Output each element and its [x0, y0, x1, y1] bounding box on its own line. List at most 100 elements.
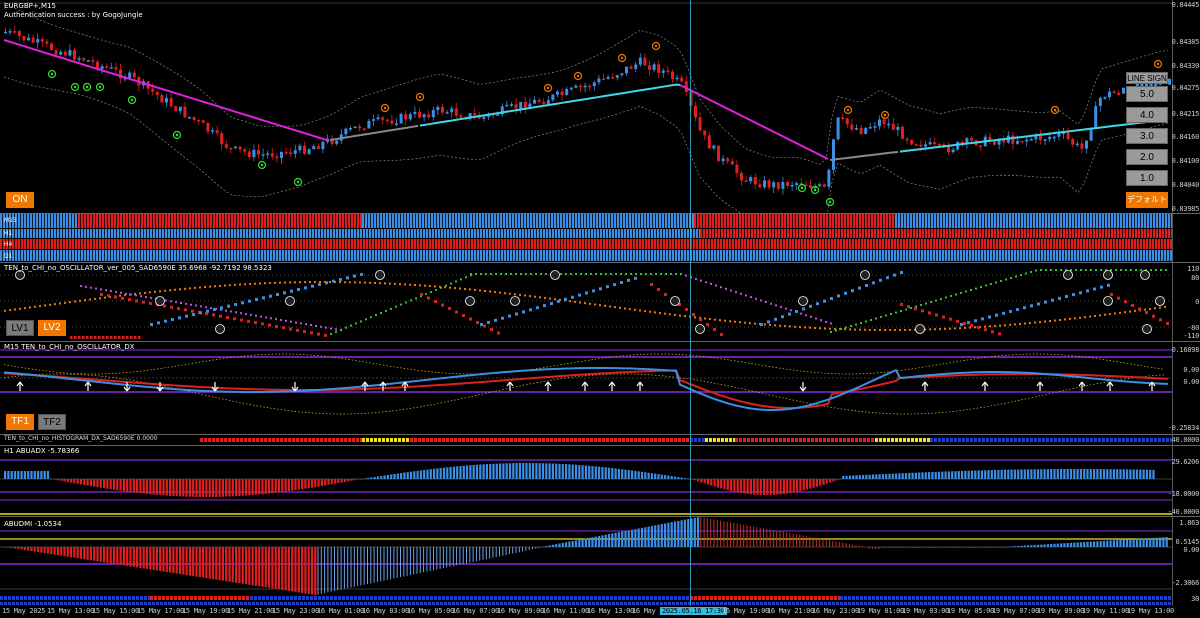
mtf-bar-tick	[171, 214, 174, 228]
adx-histogram-bar	[211, 479, 215, 497]
mtf-bar-tick	[804, 239, 807, 249]
candle-body	[307, 149, 311, 154]
dmi-bottom-tick	[810, 596, 813, 600]
candle-body	[629, 66, 633, 69]
lv2-button[interactable]: LV2	[38, 320, 66, 336]
mtf-bar-tick	[984, 239, 987, 249]
mtf-bar-tick	[318, 229, 321, 238]
mtf-bar-tick	[165, 239, 168, 249]
mtf-bar-tick	[9, 229, 12, 238]
adx-histogram-bar	[159, 479, 162, 496]
osc1-slow-dot	[1034, 321, 1036, 324]
mtf-bar-tick	[801, 239, 804, 249]
osc1-base-tick	[106, 336, 109, 339]
mtf-bar-tick	[371, 214, 374, 228]
osc1-slow-dot	[154, 290, 156, 293]
tf2-button[interactable]: TF2	[38, 414, 66, 430]
dmi-histogram-bar	[875, 547, 877, 549]
histogram-strip-tick	[236, 438, 239, 442]
osc1-fast-dot	[613, 283, 616, 287]
mtf-bar-tick	[39, 229, 42, 238]
dmi-bottom-tick	[204, 602, 207, 605]
dmi-bottom-tick	[992, 596, 995, 600]
mtf-bar-tick	[697, 214, 700, 228]
candle-body	[827, 169, 831, 187]
moving-average-line	[829, 150, 899, 161]
histogram-strip-tick	[950, 438, 953, 442]
mtf-bar-tick	[726, 239, 729, 249]
osc1-slow-dot	[444, 286, 446, 289]
candle-body	[717, 145, 720, 162]
line-sign-button-4[interactable]: 4.0	[1126, 107, 1168, 123]
mtf-bar-tick	[566, 214, 569, 228]
adx-histogram-bar	[987, 470, 990, 479]
lv1-button[interactable]: LV1	[6, 320, 34, 336]
adx-histogram-bar	[825, 479, 828, 484]
mtf-bar-tick	[21, 239, 24, 249]
mtf-bar-tick	[681, 229, 684, 238]
mtf-bar-tick	[117, 229, 120, 238]
dmi-histogram-bar	[868, 547, 870, 549]
abuadx-pane[interactable]: H1 ABUADX -5.78366	[0, 446, 1172, 516]
abudmi-pane[interactable]: ABUDMI -1.0534	[0, 517, 1172, 606]
tf1-button[interactable]: TF1	[6, 414, 34, 430]
candle-body	[882, 119, 886, 125]
mtf-bar-tick	[873, 239, 876, 249]
on-button[interactable]: ON	[6, 192, 34, 208]
dmi-bottom-tick	[160, 602, 163, 605]
adx-histogram-bar	[218, 479, 221, 497]
mtf-bar-tick	[900, 250, 903, 261]
line-sign-button-5[interactable]: 5.0	[1126, 86, 1168, 102]
chart-symbol-title: EURGBP+,M15	[4, 2, 56, 10]
default-button[interactable]: デフォルト	[1126, 192, 1168, 208]
dmi-bottom-tick	[1008, 596, 1011, 600]
mtf-bar-tick	[724, 214, 727, 228]
mtf-bar-tick	[279, 239, 282, 249]
mtf-bar-tick	[330, 239, 333, 249]
dmi-bottom-tick	[304, 602, 307, 605]
adx-histogram-bar	[360, 478, 363, 480]
osc1-fast-dot	[164, 319, 167, 323]
mtf-bar-tick	[879, 239, 882, 249]
dmi-bottom-tick	[948, 596, 951, 600]
histogram-strip-tick	[426, 438, 429, 442]
mtf-bar-tick	[564, 239, 567, 249]
mtf-bar-tick	[654, 250, 657, 261]
price-chart-pane[interactable]: EURGBP+,M15 Authentication success : by …	[0, 0, 1172, 213]
mtf-bar-tick	[192, 250, 195, 261]
dmi-histogram-bar	[657, 524, 660, 547]
dmi-bottom-tick	[788, 602, 791, 605]
osc1-green-dot	[930, 301, 932, 303]
mtf-bar-tick	[985, 214, 988, 228]
mtf-bar-tick	[972, 250, 975, 261]
sell-signal-dot	[654, 44, 658, 48]
mtf-bar-tick	[366, 229, 369, 238]
mtf-bar-tick	[537, 250, 540, 261]
line-sign-button-2[interactable]: 2.0	[1126, 149, 1168, 165]
candlestick-chart[interactable]	[0, 0, 1172, 213]
osc1-slow-dot	[659, 312, 661, 315]
osc1-fast-dot	[276, 293, 279, 296]
dmi-bottom-tick	[1132, 596, 1135, 600]
adx-histogram-bar	[238, 479, 241, 496]
dmi-histogram-bar	[934, 547, 937, 548]
mtf-bar-tick	[279, 214, 282, 228]
line-sign-button-1[interactable]: 1.0	[1126, 170, 1168, 186]
osc1-fast-dot	[469, 317, 472, 321]
candle-body	[270, 153, 274, 157]
histogram-strip-tick	[486, 438, 489, 442]
oscillator-2-pane[interactable]: M15 TEN_to_CHI_no_OSCILLATOR_DX TF1 TF2	[0, 342, 1172, 434]
mtf-bar-tick	[528, 239, 531, 249]
osc1-green-dot	[895, 311, 897, 314]
mtf-bar-tick	[853, 214, 856, 228]
line-sign-button-3[interactable]: 3.0	[1126, 128, 1168, 144]
mtf-row-label-d1: D1	[4, 253, 13, 260]
mtf-bar-tick	[390, 229, 393, 238]
oscillator-1-pane[interactable]: TEN_to_CHI_no_OSCILLATOR_ver_005_SAD6590…	[0, 263, 1172, 341]
dmi-bottom-tick	[664, 602, 667, 605]
histogram-strip-tick	[634, 438, 637, 442]
candle-body	[726, 158, 730, 162]
histogram-strip-tick	[1142, 438, 1145, 442]
dmi-bottom-tick	[880, 596, 883, 600]
